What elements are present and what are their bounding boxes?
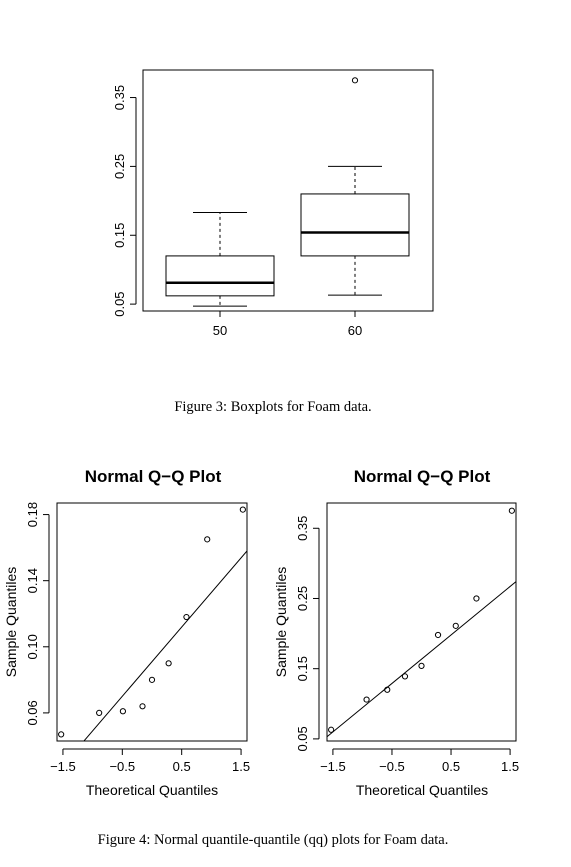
qq-right-point	[363, 696, 370, 703]
qq-left-point	[183, 613, 190, 621]
qq-left-frame	[56, 502, 248, 742]
boxplot-y-tick-label: 0.15	[112, 223, 127, 248]
boxplot-box-50	[165, 255, 275, 297]
qq-left-y-tick-label: 0.14	[25, 568, 40, 593]
qq-left-point	[148, 676, 156, 683]
qq-left-point	[96, 709, 103, 717]
boxplot-x-tick-label: 60	[348, 323, 362, 338]
qq-right-reference-line	[327, 581, 516, 738]
qq-right-y-tick-label: 0.15	[295, 656, 310, 681]
qq-left-reference-line	[83, 550, 247, 741]
qq-right-axes: −1.5 −0.5 0.5 1.5 0.05 0.15 0.25 0.35	[295, 516, 519, 774]
qq-right-frame	[326, 502, 517, 742]
qq-right-point	[434, 631, 442, 639]
boxplot-y-tick-label: 0.35	[112, 85, 127, 110]
qq-left-x-tick-label: 0.5	[173, 759, 191, 774]
qq-left-x-tick-label: −1.5	[50, 759, 76, 774]
qq-right-x-label: Theoretical Quantiles	[356, 782, 488, 798]
boxplot-y-axis: 0.05 0.15 0.25 0.35	[112, 85, 137, 317]
qq-right-y-tick-label: 0.25	[295, 586, 310, 611]
qq-right-y-label: Sample Quantiles	[273, 567, 289, 678]
qq-right-y-tick-label: 0.05	[295, 726, 310, 751]
qq-right-point	[508, 507, 515, 514]
qq-plot-left: Normal Q−Q Plot −1.5 −0.5 0.5 1.5 0.06 0.10 0.…	[3, 467, 250, 798]
qq-right-y-tick-label: 0.35	[295, 516, 310, 541]
boxplot-frame	[142, 69, 434, 312]
qq-right-point	[328, 726, 335, 733]
figure-4-caption: Figure 4: Normal quantile-quantile (qq) …	[98, 832, 449, 848]
qq-left-point	[139, 703, 146, 710]
qq-right-point	[418, 662, 425, 669]
qq-left-y-tick-label: 0.06	[25, 700, 40, 725]
boxplot-outlier	[351, 77, 359, 84]
qq-right-point	[473, 595, 480, 602]
qq-right-x-tick-label: −1.5	[320, 759, 346, 774]
boxplot-box-60	[300, 193, 410, 257]
qq-right-point	[401, 673, 409, 680]
qq-left-point	[204, 536, 211, 543]
qq-left-point	[58, 731, 65, 738]
qq-left-points	[58, 506, 247, 741]
qq-left-y-label: Sample Quantiles	[3, 567, 19, 678]
qq-right-x-tick-label: 0.5	[442, 759, 460, 774]
boxplot-y-tick-label: 0.05	[112, 291, 127, 316]
qq-left-x-tick-label: 1.5	[232, 759, 250, 774]
qq-left-point	[239, 506, 246, 513]
qq-left-y-tick-label: 0.18	[25, 502, 40, 527]
boxplot-boxes	[165, 77, 410, 307]
qq-plot-right: Normal Q−Q Plot −1.5 −0.5 0.5 1.5 0.05 0.15 0.…	[273, 467, 519, 798]
qq-left-y-tick-label: 0.10	[25, 634, 40, 659]
qq-left-title: Normal Q−Q Plot	[85, 467, 222, 486]
boxplot-x-axis: 50 60	[213, 310, 362, 338]
qq-right-points	[327, 507, 516, 738]
qq-left-point	[165, 660, 172, 667]
boxplot-x-tick-label: 50	[213, 323, 227, 338]
qq-right-title: Normal Q−Q Plot	[354, 467, 491, 486]
qq-right-point	[384, 686, 391, 693]
boxplot-figure: 0.05 0.15 0.25 0.35 50 60	[112, 69, 434, 338]
qq-right-x-tick-label: −0.5	[379, 759, 405, 774]
qq-right-point	[452, 622, 459, 629]
qq-left-x-tick-label: −0.5	[109, 759, 135, 774]
qq-left-point	[119, 708, 127, 715]
boxplot-y-tick-label: 0.25	[112, 154, 127, 179]
qq-left-axes: −1.5 −0.5 0.5 1.5 0.06 0.10 0.14 0.18	[25, 502, 250, 774]
figure-3-caption: Figure 3: Boxplots for Foam data.	[174, 399, 371, 415]
qq-left-x-label: Theoretical Quantiles	[86, 782, 218, 798]
qq-right-x-tick-label: 1.5	[501, 759, 519, 774]
